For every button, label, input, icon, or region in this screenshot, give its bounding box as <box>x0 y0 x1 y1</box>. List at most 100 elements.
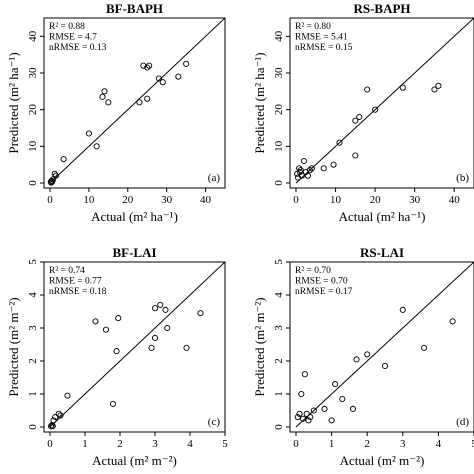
x-tick-label: 0 <box>293 194 299 206</box>
y-tick-label: 4 <box>27 292 39 298</box>
data-point <box>50 417 57 424</box>
data-point <box>352 117 359 124</box>
data-point <box>421 344 428 351</box>
y-tick-label: 5 <box>27 259 39 265</box>
x-tick-label: 10 <box>83 194 95 206</box>
data-point <box>101 88 108 95</box>
data-point <box>148 344 155 351</box>
data-point <box>298 172 305 179</box>
data-point <box>330 161 337 168</box>
stat-line: nRMSE = 0.15 <box>295 43 353 53</box>
stat-line: R² = 0.70 <box>295 266 331 276</box>
data-point <box>151 334 159 341</box>
panel-bf-baph: BF-BAPH 0 10 20 30 40 0 10 20 30 40 Actual (m² ha⁻¹… <box>6 1 226 224</box>
one-to-one-line <box>49 262 225 428</box>
data-point <box>64 392 71 399</box>
data-point <box>304 172 311 179</box>
y-axis-label: Predicted (m² m⁻²) <box>6 297 21 396</box>
stat-line: RMSE = 4.7 <box>49 33 97 43</box>
data-point <box>296 165 303 172</box>
y-axis-label: Predicted (m² m⁻²) <box>252 297 267 396</box>
data-point <box>294 414 301 421</box>
x-tick-label: 10 <box>330 194 342 206</box>
data-point <box>136 99 143 106</box>
chart-title: RS-BAPH <box>353 1 410 16</box>
data-point <box>162 306 169 313</box>
data-point <box>297 167 304 174</box>
data-point <box>339 395 346 403</box>
data-point <box>336 139 343 146</box>
y-tick-label: 2 <box>273 358 285 364</box>
x-tick-label: 30 <box>161 194 173 206</box>
data-point <box>321 405 328 412</box>
stat-line: R² = 0.88 <box>49 22 85 32</box>
y-tick-label: 30 <box>27 67 39 79</box>
data-point <box>296 410 303 417</box>
chart-title: BF-BAPH <box>106 1 163 16</box>
y-tick-label: 10 <box>273 140 285 152</box>
data-point <box>92 318 99 325</box>
plot-frame <box>289 261 474 433</box>
x-tick-label: 4 <box>436 438 442 450</box>
x-tick-label: 3 <box>400 438 406 450</box>
stat-line: RMSE = 0.70 <box>295 277 348 287</box>
chart-title: BF-LAI <box>112 245 156 260</box>
y-tick-label: 30 <box>273 67 285 79</box>
y-axis-label: Predicted (m² ha⁻¹) <box>6 52 21 153</box>
data-point <box>109 400 117 407</box>
data-point <box>93 143 100 150</box>
plot-frame <box>43 17 226 189</box>
data-point <box>155 75 162 82</box>
stat-line: RMSE = 0.77 <box>49 277 102 287</box>
y-tick-label: 2 <box>27 358 39 364</box>
data-point <box>197 310 204 317</box>
y-tick-label: 20 <box>273 104 285 116</box>
data-point <box>144 64 151 71</box>
data-point <box>301 371 308 378</box>
x-tick-label: 40 <box>200 194 212 206</box>
data-point <box>85 130 92 137</box>
data-point <box>105 99 112 106</box>
data-point <box>332 381 339 388</box>
panel-tag: (b) <box>456 172 469 184</box>
data-point <box>300 415 307 422</box>
x-tick-label: 2 <box>364 438 370 450</box>
plot-frame <box>43 261 226 433</box>
data-point <box>372 106 379 113</box>
x-tick-label: 20 <box>122 194 134 206</box>
data-point <box>159 79 166 86</box>
data-point <box>146 62 153 69</box>
data-point <box>49 422 56 430</box>
data-point <box>356 113 363 121</box>
data-point <box>157 301 164 308</box>
stat-line: nRMSE = 0.18 <box>49 287 107 297</box>
y-tick-label: 20 <box>27 104 39 116</box>
stat-line: RMSE = 5.41 <box>295 33 348 43</box>
data-point <box>328 417 335 424</box>
y-tick-label: 4 <box>273 292 285 298</box>
plot-frame <box>289 17 474 189</box>
data-point <box>310 407 317 414</box>
data-point <box>431 86 438 93</box>
data-point <box>300 157 307 165</box>
x-tick-label: 5 <box>222 438 228 450</box>
x-tick-label: 0 <box>47 438 53 450</box>
data-point <box>52 414 59 421</box>
data-point <box>381 362 389 370</box>
x-tick-label: 5 <box>471 438 474 450</box>
data-point <box>183 60 190 67</box>
x-tick-label: 20 <box>370 194 382 206</box>
data-point <box>115 315 122 322</box>
stat-line: nRMSE = 0.13 <box>49 43 107 53</box>
data-point <box>144 95 151 102</box>
y-tick-label: 0 <box>27 424 39 430</box>
x-axis-label: Actual (m² ha⁻¹) <box>339 209 426 224</box>
data-point <box>113 348 120 355</box>
y-tick-label: 1 <box>27 391 39 397</box>
data-point <box>57 412 64 419</box>
stat-line: R² = 0.80 <box>295 22 331 32</box>
data-point <box>183 344 190 351</box>
data-point <box>305 417 312 424</box>
one-to-one-line <box>295 18 474 184</box>
